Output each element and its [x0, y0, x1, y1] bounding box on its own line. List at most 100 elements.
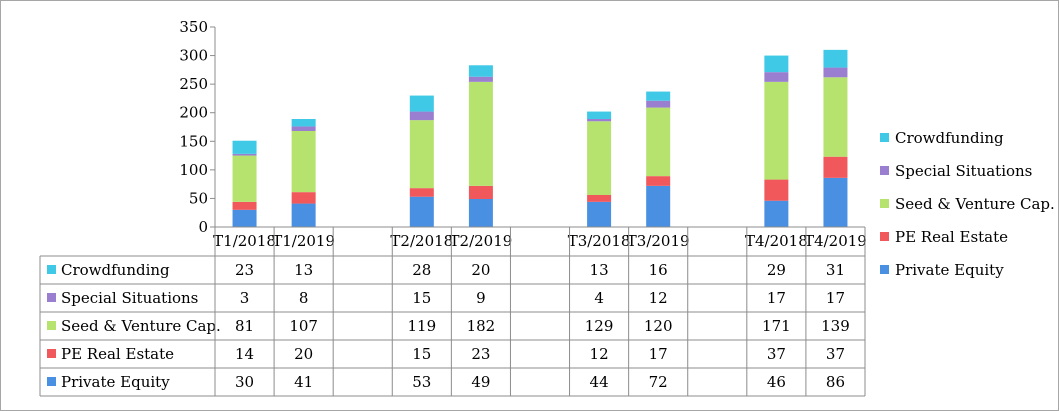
bar-crowdfunding — [232, 140, 257, 154]
table-cell-value: 12 — [590, 345, 609, 363]
y-tick-label: 300 — [179, 47, 208, 65]
bar-seed-venture-cap — [587, 121, 612, 195]
bar-private-equity — [468, 199, 493, 227]
table-cell-value: 17 — [649, 345, 668, 363]
bar-seed-venture-cap — [764, 81, 789, 180]
table-cell-value: 119 — [407, 317, 436, 335]
category-label: T4/2018 — [745, 232, 808, 250]
y-tick-label: 0 — [198, 218, 208, 236]
bar-special-situations — [646, 100, 671, 108]
category-label: T1/2018 — [213, 232, 276, 250]
category-label: T4/2019 — [804, 232, 867, 250]
table-cell-value: 17 — [767, 289, 786, 307]
table-cell-value: 28 — [412, 261, 431, 279]
table-cell-value: 86 — [826, 373, 845, 391]
table-cell-value: 129 — [585, 317, 614, 335]
bar-private-equity — [232, 209, 257, 227]
bar-crowdfunding — [409, 95, 434, 112]
table-cell-value: 37 — [767, 345, 786, 363]
bar-private-equity — [823, 177, 848, 227]
bar-seed-venture-cap — [291, 131, 316, 193]
bar-special-situations — [232, 153, 257, 156]
table-cell-value: 13 — [590, 261, 609, 279]
legend-key-special-situations — [880, 166, 889, 175]
bar-seed-venture-cap — [823, 77, 848, 157]
bar-seed-venture-cap — [468, 81, 493, 186]
bar-pe-real-estate — [764, 179, 789, 201]
legend-key-crowdfunding — [880, 133, 889, 142]
legend-label: Crowdfunding — [895, 129, 1004, 147]
bar-crowdfunding — [291, 119, 316, 127]
table-cell-value: 46 — [767, 373, 786, 391]
table-cell-value: 14 — [235, 345, 254, 363]
bar-special-situations — [291, 126, 316, 131]
bar-private-equity — [646, 185, 671, 227]
table-cell-value: 23 — [235, 261, 254, 279]
bar-seed-venture-cap — [409, 120, 434, 189]
legend-key-seed-venture-cap — [880, 199, 889, 208]
bar-crowdfunding — [587, 111, 612, 119]
legend-label: PE Real Estate — [895, 228, 1008, 246]
bar-crowdfunding — [468, 65, 493, 77]
bar-crowdfunding — [823, 49, 848, 68]
table-cell-value: 15 — [412, 345, 431, 363]
bar-private-equity — [764, 200, 789, 227]
bar-special-situations — [823, 67, 848, 78]
legend-key-pe-real-estate — [880, 232, 889, 241]
table-legend-key — [47, 293, 56, 302]
table-legend-key — [47, 265, 56, 274]
table-legend-key — [47, 321, 56, 330]
bar-crowdfunding — [646, 91, 671, 101]
y-tick-label: 100 — [179, 161, 208, 179]
table-cell-value: 12 — [649, 289, 668, 307]
bar-private-equity — [409, 196, 434, 227]
table-cell-value: 15 — [412, 289, 431, 307]
legend-label: Seed & Venture Cap. — [895, 195, 1055, 213]
bar-private-equity — [587, 201, 612, 227]
y-tick-label: 200 — [179, 104, 208, 122]
table-cell-value: 20 — [471, 261, 490, 279]
table-cell-value: 81 — [235, 317, 254, 335]
table-row-label: Crowdfunding — [61, 261, 170, 279]
bar-pe-real-estate — [587, 195, 612, 202]
y-tick-label: 50 — [189, 189, 208, 207]
table-cell-value: 13 — [294, 261, 313, 279]
bar-pe-real-estate — [409, 188, 434, 197]
table-cell-value: 72 — [649, 373, 668, 391]
category-label: T1/2019 — [272, 232, 335, 250]
category-label: T2/2019 — [450, 232, 513, 250]
bar-pe-real-estate — [291, 192, 316, 204]
category-label: T2/2018 — [390, 232, 453, 250]
table-legend-key — [47, 349, 56, 358]
table-cell-value: 139 — [821, 317, 850, 335]
category-label: T3/2018 — [568, 232, 631, 250]
table-cell-value: 44 — [590, 373, 609, 391]
bar-special-situations — [764, 72, 789, 82]
table-legend-key — [47, 377, 56, 386]
bar-special-situations — [409, 111, 434, 121]
table-row-label: Seed & Venture Cap. — [61, 317, 221, 335]
table-cell-value: 171 — [762, 317, 791, 335]
table-cell-value: 31 — [826, 261, 845, 279]
table-cell-value: 120 — [644, 317, 673, 335]
table-row-label: Private Equity — [61, 373, 170, 391]
y-tick-label: 250 — [179, 75, 208, 93]
table-cell-value: 30 — [235, 373, 254, 391]
bar-pe-real-estate — [823, 156, 848, 178]
table-cell-value: 182 — [467, 317, 496, 335]
table-cell-value: 16 — [649, 261, 668, 279]
category-label: T3/2019 — [627, 232, 690, 250]
y-tick-label: 350 — [179, 18, 208, 36]
bar-special-situations — [587, 119, 612, 122]
table-cell-value: 29 — [767, 261, 786, 279]
bar-special-situations — [468, 76, 493, 82]
bar-crowdfunding — [764, 55, 789, 73]
bar-seed-venture-cap — [646, 107, 671, 177]
legend-label: Special Situations — [895, 162, 1032, 180]
bar-seed-venture-cap — [232, 155, 257, 202]
table-cell-value: 37 — [826, 345, 845, 363]
y-tick-label: 150 — [179, 132, 208, 150]
table-cell-value: 49 — [471, 373, 490, 391]
table-cell-value: 8 — [299, 289, 309, 307]
